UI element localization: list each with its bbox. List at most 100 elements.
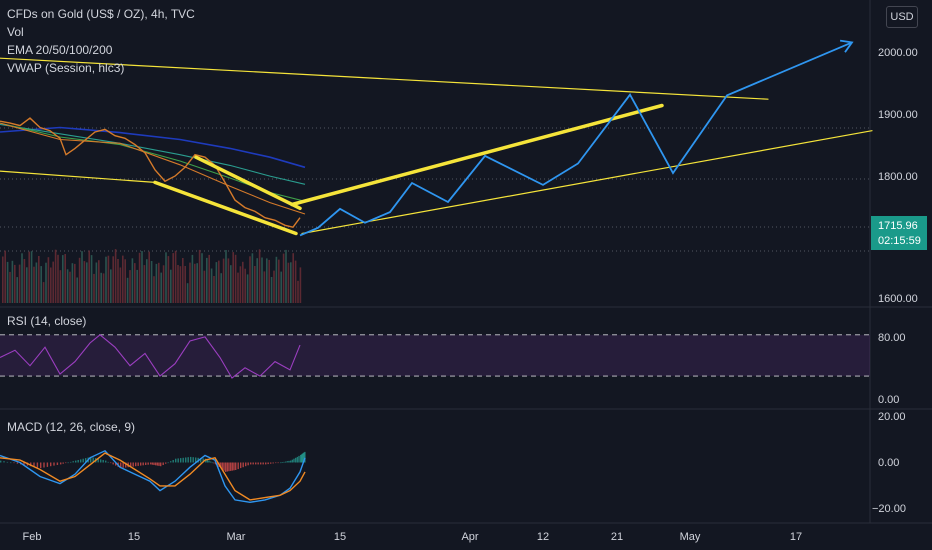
volume-bars xyxy=(2,249,302,303)
macd-histogram-bar xyxy=(300,455,302,463)
volume-bar xyxy=(102,273,105,303)
volume-bar xyxy=(71,263,74,303)
macd-histogram-bar xyxy=(293,458,295,463)
volume-bar xyxy=(230,265,232,303)
time-tick-may: May xyxy=(680,531,701,543)
macd-histogram-bar xyxy=(135,462,137,467)
volume-bar xyxy=(184,266,186,303)
macd-histogram-bar xyxy=(56,462,59,465)
volume-bar xyxy=(45,262,47,303)
macd-histogram-bar xyxy=(147,462,149,465)
macd-histogram-bar xyxy=(80,459,82,463)
volume-bar xyxy=(59,270,62,303)
currency-button[interactable]: USD xyxy=(886,6,918,28)
trendline-channel-top[interactable] xyxy=(290,103,664,207)
macd-histogram-bar xyxy=(137,462,139,466)
macd-histogram-bar xyxy=(82,458,84,463)
volume-bar xyxy=(232,252,234,303)
macd-histogram-bar xyxy=(13,462,15,464)
volume-bar xyxy=(2,256,4,303)
macd-histogram-bar xyxy=(235,462,237,470)
trendline-channel-bottom[interactable] xyxy=(301,130,873,235)
macd-histogram-bar xyxy=(300,454,303,463)
volume-bar xyxy=(136,269,138,303)
macd-histogram xyxy=(0,451,306,472)
rsi-indicator-label[interactable]: RSI (14, close) xyxy=(7,314,87,328)
volume-bar xyxy=(270,277,273,303)
trendline-upper-resistance[interactable] xyxy=(0,57,769,100)
volume-bar xyxy=(38,256,40,303)
macd-histogram-bar xyxy=(245,462,247,467)
macd-histogram-bar xyxy=(16,462,19,464)
macd-histogram-bar xyxy=(92,457,94,463)
macd-histogram-bar xyxy=(175,458,177,463)
volume-bar xyxy=(186,283,189,303)
macd-histogram-bar xyxy=(265,462,267,465)
volume-bar xyxy=(50,267,52,303)
volume-bar xyxy=(266,258,268,303)
volume-bar xyxy=(218,260,220,303)
volume-bar xyxy=(189,262,191,303)
ema-line-2 xyxy=(0,123,306,185)
macd-histogram-bar xyxy=(221,462,224,470)
macd-histogram-bar xyxy=(122,462,124,468)
macd-histogram-bar xyxy=(250,462,252,465)
volume-bar xyxy=(131,258,134,303)
volume-bar xyxy=(114,249,117,303)
macd-histogram-bar xyxy=(40,462,42,469)
macd-indicator-label[interactable]: MACD (12, 26, close, 9) xyxy=(7,420,136,434)
time-tick-may-17: 17 xyxy=(790,531,802,543)
ema-indicator-label[interactable]: EMA 20/50/100/200 xyxy=(7,43,113,57)
volume-bar xyxy=(244,268,246,303)
price-tick-1800: 1800.00 xyxy=(878,171,918,183)
vwap-indicator-label[interactable]: VWAP (Session, hlc3) xyxy=(7,61,125,75)
macd-histogram-bar xyxy=(202,458,204,463)
macd-histogram-bar xyxy=(97,458,99,463)
macd-histogram-bar xyxy=(125,462,127,468)
volume-bar xyxy=(160,272,162,303)
time-tick-apr-21: 21 xyxy=(611,531,623,543)
macd-histogram-bar xyxy=(230,462,232,471)
volume-bar xyxy=(64,254,66,303)
volume-bar xyxy=(112,256,114,303)
volume-bar xyxy=(256,258,258,303)
macd-histogram-bar xyxy=(286,461,289,463)
projection-path[interactable] xyxy=(299,41,853,237)
volume-bar xyxy=(74,263,76,303)
time-tick-apr-12: 12 xyxy=(537,531,549,543)
macd-histogram-bar xyxy=(65,462,67,464)
time-tick-mar: Mar xyxy=(227,531,246,543)
macd-histogram-bar xyxy=(3,461,5,463)
trendline-wedge-top[interactable] xyxy=(194,155,302,211)
macd-histogram-bar xyxy=(36,462,39,468)
macd-histogram-bar xyxy=(170,461,172,463)
volume-bar xyxy=(11,260,14,303)
trendline-lower-support[interactable] xyxy=(0,170,156,183)
macd-histogram-bar xyxy=(298,455,300,463)
volume-bar xyxy=(158,262,160,303)
trendline-wedge-bottom[interactable] xyxy=(153,180,298,236)
macd-histogram-bar xyxy=(290,460,292,463)
volume-bar xyxy=(210,268,213,303)
volume-bar xyxy=(282,253,285,303)
volume-bar xyxy=(194,263,196,303)
volume-bar xyxy=(98,260,100,303)
macd-histogram-bar xyxy=(226,462,229,472)
volume-bar xyxy=(208,254,210,303)
volume-bar xyxy=(275,256,278,303)
macd-histogram-bar xyxy=(210,461,212,463)
macd-histogram-bar xyxy=(85,458,87,463)
volume-bar xyxy=(251,253,254,303)
macd-histogram-bar xyxy=(43,462,45,468)
symbol-title[interactable]: CFDs on Gold (US$ / OZ), 4h, TVC xyxy=(7,7,195,21)
macd-tick-0: 0.00 xyxy=(878,457,899,469)
macd-histogram-bar xyxy=(283,461,285,463)
vol-indicator-label[interactable]: Vol xyxy=(7,25,24,39)
trendlines[interactable] xyxy=(0,57,873,236)
macd-histogram-bar xyxy=(231,462,234,471)
volume-bar xyxy=(26,267,28,303)
volume-bar xyxy=(143,265,146,303)
time-tick-feb-15: 15 xyxy=(128,531,140,543)
volume-bar xyxy=(14,264,16,303)
